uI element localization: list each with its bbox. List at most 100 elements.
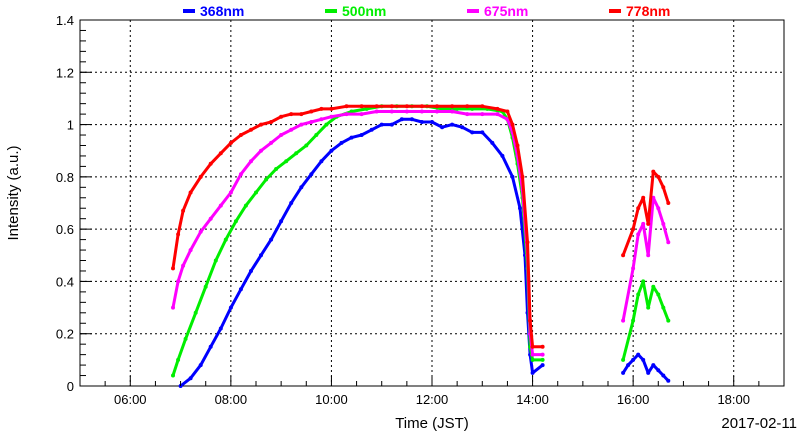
data-point [364, 106, 369, 111]
data-point [183, 336, 188, 341]
data-point [208, 344, 213, 349]
data-point [530, 357, 535, 362]
y-tick-label: 0.2 [56, 327, 74, 342]
data-point [269, 237, 274, 242]
data-point [228, 305, 233, 310]
data-point [238, 133, 243, 137]
data-point [465, 104, 470, 109]
data-point [269, 120, 274, 124]
data-point [631, 357, 636, 362]
data-point [530, 352, 535, 357]
data-point [259, 148, 263, 153]
data-point [389, 122, 394, 127]
data-point [208, 161, 213, 166]
y-tick-label: 1.4 [56, 13, 74, 28]
data-point [299, 185, 304, 190]
data-point [259, 253, 263, 258]
data-point [525, 240, 530, 245]
data-point [389, 104, 394, 109]
data-point [289, 201, 294, 205]
data-point [661, 373, 666, 378]
data-point [238, 287, 243, 292]
data-point [269, 140, 274, 145]
data-point [188, 376, 193, 381]
data-point [389, 109, 394, 114]
series-trace [179, 117, 544, 388]
data-point [309, 172, 314, 177]
data-point [641, 279, 646, 284]
data-point [455, 106, 460, 111]
data-point [249, 127, 253, 132]
data-point [641, 357, 646, 362]
data-point [193, 310, 198, 315]
data-point [636, 232, 641, 237]
data-point [440, 106, 445, 111]
data-point [651, 169, 656, 174]
data-point [470, 130, 475, 135]
data-point [505, 117, 510, 122]
data-point [409, 117, 414, 122]
data-point [465, 112, 470, 117]
data-point [530, 370, 535, 375]
data-point [419, 120, 424, 124]
data-point [656, 292, 661, 297]
legend-label: 675nm [484, 3, 528, 19]
data-point [279, 114, 284, 119]
data-point [218, 203, 223, 208]
data-point [621, 253, 626, 258]
data-point [243, 203, 248, 208]
data-point [309, 120, 314, 124]
data-point [656, 368, 661, 373]
data-point [349, 109, 354, 114]
data-point [510, 174, 515, 179]
data-point [319, 106, 324, 111]
data-point [626, 363, 631, 368]
x-tick-label: 10:00 [315, 392, 348, 407]
y-tick-label: 1.2 [56, 65, 74, 80]
data-point [430, 120, 434, 124]
x-tick-label: 12:00 [416, 392, 449, 407]
data-point [176, 232, 181, 237]
data-point [641, 195, 646, 200]
series-675nm [171, 109, 671, 357]
data-point [540, 344, 545, 349]
data-point [636, 206, 641, 211]
y-tick-label: 0.6 [56, 222, 74, 237]
x-tick-label: 08:00 [215, 392, 248, 407]
data-point [636, 292, 641, 297]
data-point [299, 112, 304, 117]
y-tick-label: 0 [67, 379, 74, 394]
data-point [510, 122, 515, 127]
data-point [435, 109, 439, 114]
data-point [661, 221, 666, 226]
data-point [621, 357, 626, 362]
data-point [435, 104, 439, 109]
data-point [404, 104, 409, 109]
data-point [208, 216, 213, 221]
data-point [374, 104, 379, 109]
x-tick-label: 14:00 [516, 392, 549, 407]
data-point [631, 266, 636, 271]
data-point [528, 318, 533, 323]
x-tick-label: 18:00 [717, 392, 750, 407]
data-point [319, 117, 324, 122]
data-point [289, 112, 294, 117]
data-point [636, 352, 641, 357]
data-point [188, 190, 193, 195]
data-point [666, 201, 671, 205]
legend: 368nm 500nm 675nm 778nm [183, 3, 670, 19]
data-point [279, 219, 284, 224]
data-point [218, 326, 223, 331]
data-point [666, 378, 671, 383]
data-point [450, 122, 455, 127]
data-point [176, 279, 181, 284]
data-point [329, 114, 334, 119]
data-point [274, 167, 279, 171]
date-label: 2017-02-11 [721, 415, 797, 432]
data-point [289, 127, 294, 132]
data-point [540, 363, 545, 368]
data-point [520, 174, 525, 179]
data-point [329, 106, 334, 111]
data-point [279, 133, 284, 137]
